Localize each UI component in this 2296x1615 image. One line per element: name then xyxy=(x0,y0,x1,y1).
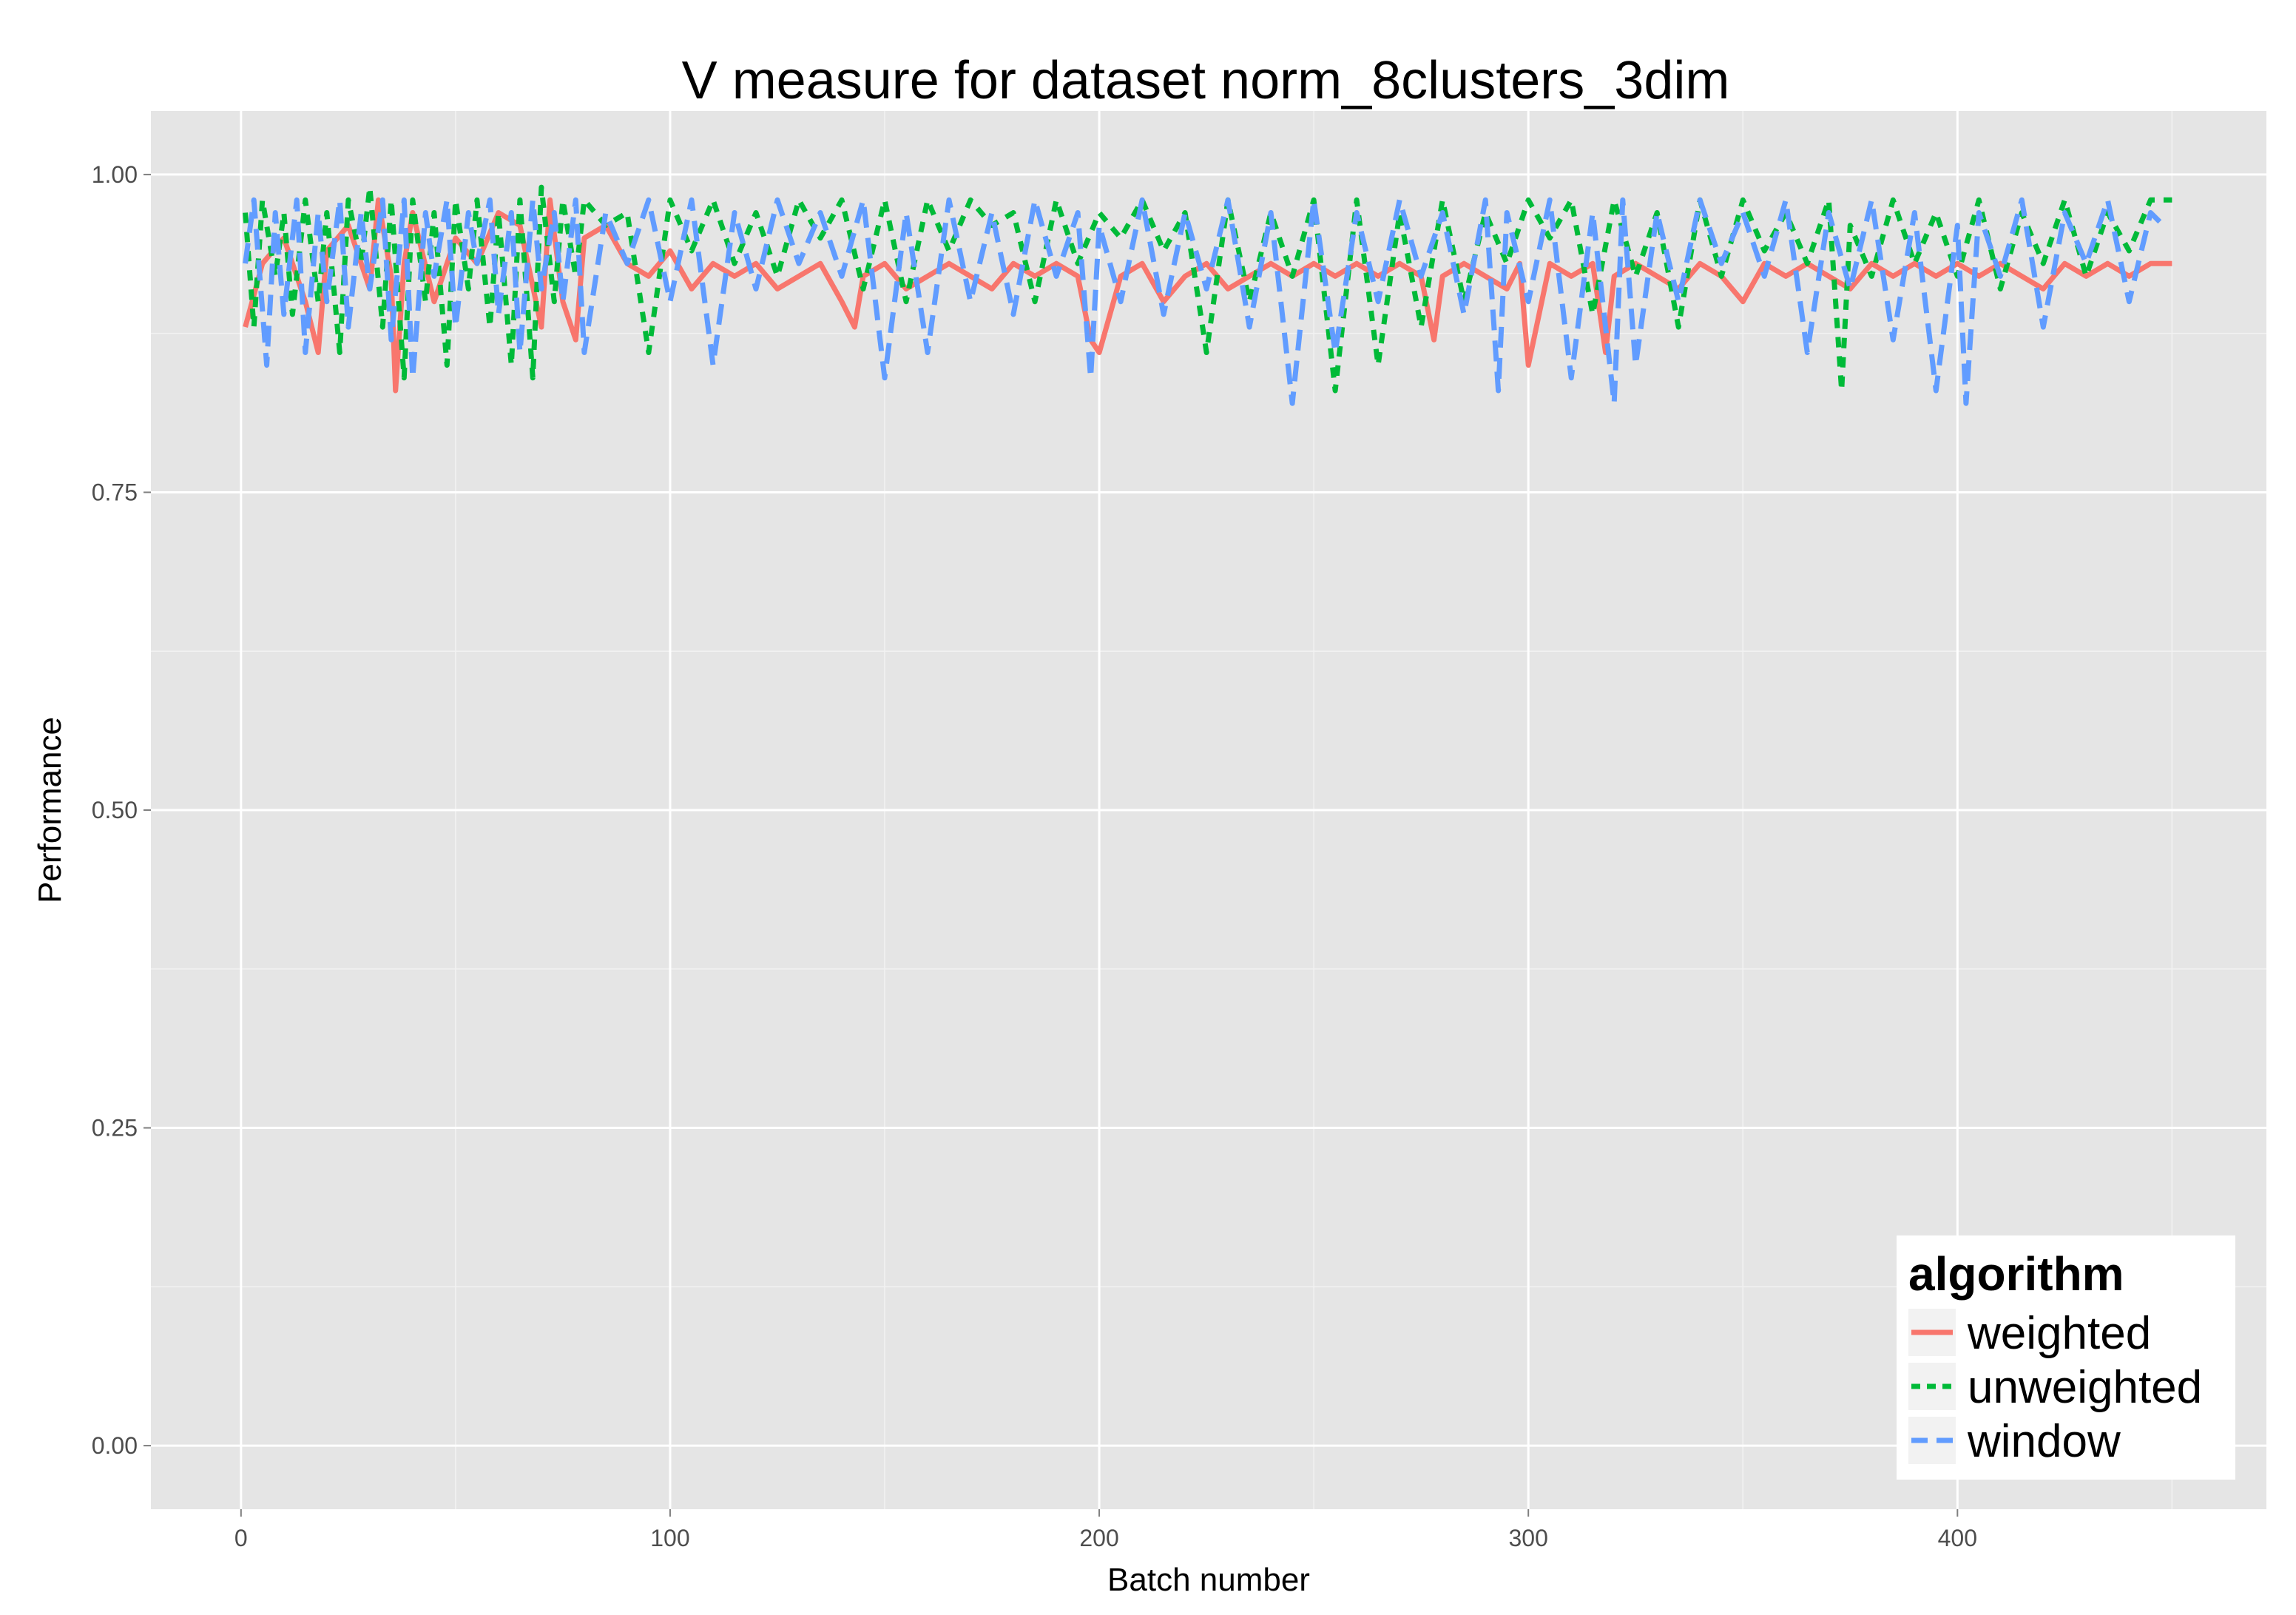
legend-label-unweighted: unweighted xyxy=(1968,1362,2202,1413)
y-axis-title: Performance xyxy=(32,717,68,903)
legend-label-window: window xyxy=(1967,1416,2121,1467)
x-axis-title: Batch number xyxy=(1107,1562,1310,1598)
y-tick-label: 0.25 xyxy=(92,1115,138,1142)
y-tick-label: 1.00 xyxy=(92,161,138,188)
x-tick-label: 400 xyxy=(1938,1525,1977,1551)
series-line-window xyxy=(243,197,2166,406)
y-tick-label: 0.00 xyxy=(92,1432,138,1459)
chart-title: V measure for dataset norm_8clusters_3di… xyxy=(682,51,1730,110)
y-tick-label: 0.50 xyxy=(92,797,138,823)
x-tick-label: 100 xyxy=(650,1525,689,1551)
major-gridlines xyxy=(151,111,2266,1509)
series-line-unweighted xyxy=(243,184,2172,394)
legend-title: algorithm xyxy=(1908,1247,2124,1301)
x-tick-label: 0 xyxy=(234,1525,248,1551)
y-axis: 0.00 0.25 0.50 0.75 1.00 xyxy=(92,161,151,1459)
legend-label-weighted: weighted xyxy=(1967,1308,2151,1359)
x-tick-label: 300 xyxy=(1508,1525,1547,1551)
x-axis: 0 100 200 300 400 xyxy=(234,1509,1977,1551)
series-layer xyxy=(243,184,2172,406)
y-tick-label: 0.75 xyxy=(92,479,138,505)
x-tick-label: 200 xyxy=(1079,1525,1118,1551)
